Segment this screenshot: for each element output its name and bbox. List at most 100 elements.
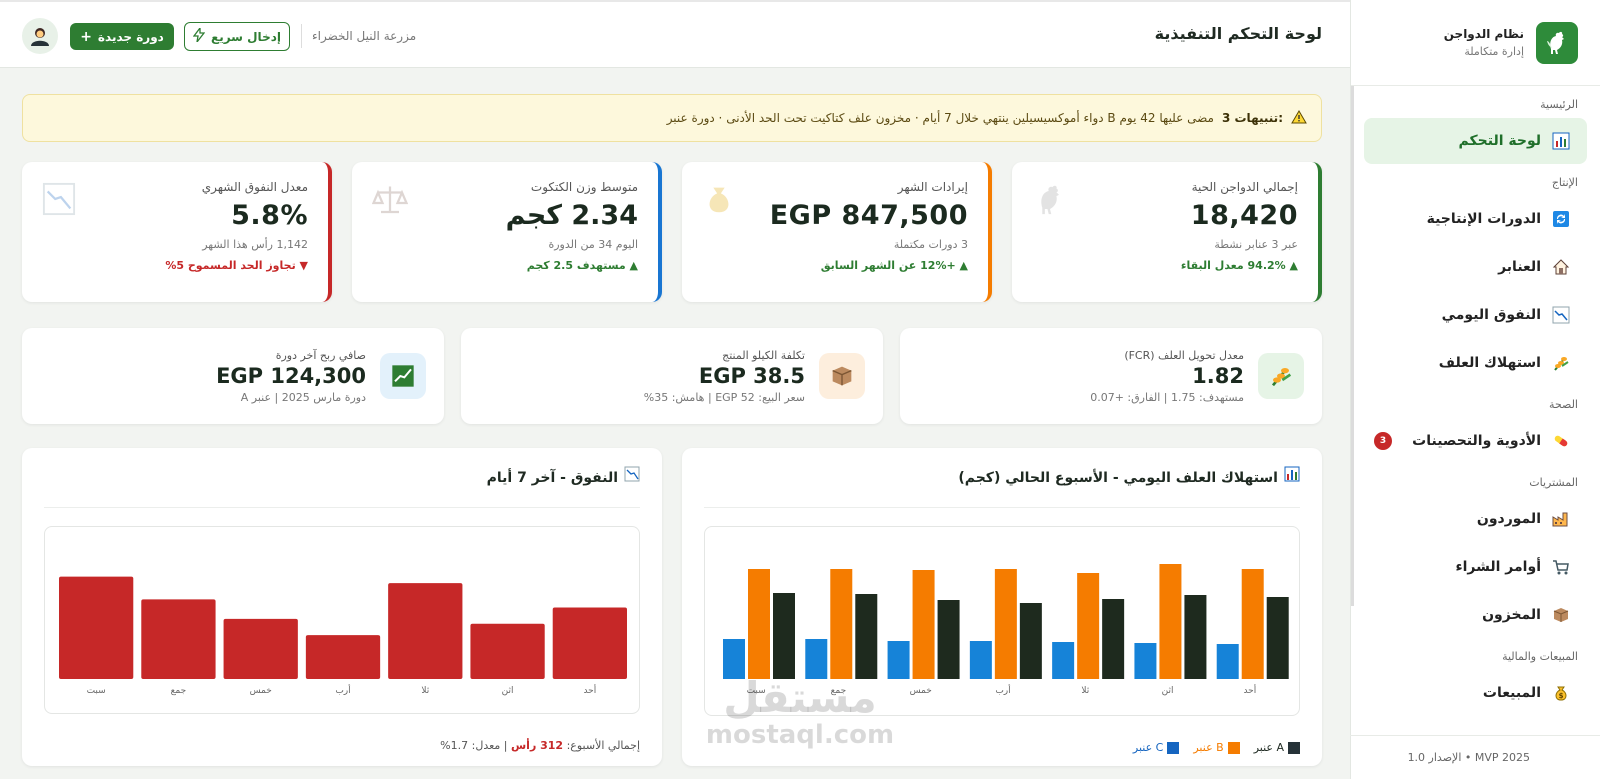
- feed-bar-عنبر C: [1052, 642, 1075, 679]
- cart-icon: [1551, 557, 1571, 577]
- stat-trend: ▼ تجاوز الحد المسموح 5%: [165, 259, 308, 272]
- mortality-x-tick-label: اثن: [502, 686, 514, 696]
- sidebar-item-feed[interactable]: استهلاك العلف: [1364, 340, 1587, 386]
- quick-entry-button[interactable]: إدخال سريع: [184, 22, 290, 51]
- sidebar-item-purchase-orders[interactable]: أوامر الشراء: [1364, 544, 1587, 590]
- stat-card-live-birds: إجمالي الدواجن الحية 18,420 عبر 3 عنابر …: [1012, 162, 1322, 302]
- feed-chart-title: استهلاك العلف اليومي - الأسبوع الحالي (ك…: [958, 469, 1278, 486]
- feed-x-tick-label: خمس: [910, 686, 932, 696]
- sidebar-section-main: الرئيسية: [1540, 98, 1578, 111]
- sidebar-item-barns[interactable]: العنابر: [1364, 244, 1587, 290]
- sidebar-item-inventory[interactable]: المخزون: [1364, 592, 1587, 638]
- page-title: لوحة التحكم التنفيذية: [1154, 24, 1322, 43]
- stat-value: EGP 847,500: [769, 200, 968, 231]
- feed-consumption-chart-card: استهلاك العلف اليومي - الأسبوع الحالي (ك…: [682, 448, 1322, 766]
- summary-total: 312 رأس: [511, 739, 564, 752]
- feed-bar-عنبر A: [937, 600, 960, 679]
- sidebar-item-cycles[interactable]: الدورات الإنتاجية: [1364, 196, 1587, 242]
- sidebar: نظام الدواجن إدارة متكاملة الرئيسية لوحة…: [1350, 0, 1600, 779]
- version-footer: الإصدار 1.0 • MVP 2025: [1350, 735, 1600, 779]
- summary-prefix: إجمالي الأسبوع:: [566, 739, 640, 752]
- notification-badge: 3: [1374, 432, 1392, 450]
- mortality-x-tick-label: أحد: [583, 684, 596, 696]
- watermark: مستقل mostaql.com: [700, 676, 900, 751]
- feed-chart-plot: أحد اثن ثلا أرب خمس جمع سبت: [704, 526, 1300, 716]
- sidebar-item-dashboard[interactable]: لوحة التحكم: [1364, 118, 1587, 164]
- stat-value: 18,420: [1190, 200, 1298, 231]
- legend-label: عنبر A: [1253, 741, 1284, 754]
- topbar: لوحة التحكم التنفيذية + دورة جديدة إدخال…: [0, 0, 1350, 68]
- sidebar-item-label: أوامر الشراء: [1455, 559, 1541, 575]
- stat-trend: ▲ 94.2% معدل البقاء: [1180, 259, 1298, 272]
- sidebar-item-label: النفوق اليومي: [1441, 307, 1541, 323]
- sidebar-item-suppliers[interactable]: الموردون: [1364, 496, 1587, 542]
- sidebar-item-label: استهلاك العلف: [1438, 355, 1541, 371]
- stat-label: معدل النفوق الشهري: [201, 180, 308, 194]
- factory-icon: [1551, 509, 1571, 529]
- stat-trend: ▲ مستهدف 2.5 كجم: [526, 259, 638, 272]
- legend-swatch: [1288, 741, 1300, 754]
- stat-card-mortality-rate: معدل النفوق الشهري 5.8% 1,142 رأس هذا ال…: [22, 162, 332, 302]
- sidebar-item-label: الدورات الإنتاجية: [1426, 211, 1541, 227]
- feed-x-tick-label: اثن: [1162, 686, 1174, 696]
- feed-bar-عنبر C: [887, 641, 910, 679]
- legend-item-barn-b: عنبر B: [1193, 741, 1240, 754]
- bar-chart-icon: [1551, 131, 1571, 151]
- feed-bar-عنبر B: [830, 569, 853, 679]
- sidebar-item-medicines[interactable]: الأدوية والتحصينات 3: [1364, 418, 1587, 464]
- mortality-bar: [552, 607, 627, 679]
- watermark-line2: mostaql.com: [705, 720, 895, 750]
- new-cycle-label: دورة جديدة: [97, 29, 164, 44]
- feed-bar-عنبر C: [1134, 643, 1157, 679]
- metric-sub: مستهدف: 1.75 | الفارق: +0.07: [1090, 390, 1244, 404]
- new-cycle-button[interactable]: + دورة جديدة: [70, 23, 174, 50]
- mortality-chart-svg: أحد اثن ثلا أرب خمس جمع سبت: [59, 576, 627, 696]
- sidebar-item-label: الأدوية والتحصينات: [1412, 433, 1541, 449]
- feed-bar-عنبر B: [912, 570, 935, 679]
- avatar[interactable]: [22, 18, 58, 54]
- sidebar-item-mortality[interactable]: النفوق اليومي: [1364, 292, 1587, 338]
- box-icon: [1551, 605, 1571, 625]
- mortality-chart-title: النفوق - آخر 7 أيام: [486, 469, 618, 486]
- sidebar-item-label: العنابر: [1498, 259, 1541, 275]
- feed-bar-عنبر B: [1077, 573, 1100, 679]
- mortality-bar: [388, 583, 463, 679]
- box-icon: [819, 353, 865, 399]
- feed-bar-عنبر A: [1266, 597, 1289, 679]
- feed-bar-عنبر C: [969, 641, 992, 679]
- mortality-bar: [305, 635, 381, 679]
- feed-bar-عنبر A: [1184, 595, 1207, 679]
- sidebar-item-sales[interactable]: $ المبيعات: [1364, 670, 1587, 716]
- mortality-chart-card: النفوق - آخر 7 أيام أحد اثن ثلا أرب خمس جمع سب…: [22, 448, 662, 766]
- metric-value: EGP 124,300: [216, 363, 366, 388]
- trend-down-icon: [624, 446, 640, 510]
- feed-icon: [1551, 353, 1571, 373]
- sidebar-scrollbar[interactable]: [1351, 86, 1354, 606]
- alerts-banner[interactable]: 3 تنبيهات: دواء أموكسيسيلين ينتهي خلال 7…: [22, 94, 1322, 142]
- sidebar-section-sales: المبيعات والمالية: [1502, 650, 1578, 663]
- house-icon: [1551, 257, 1571, 277]
- chart-up-icon: [380, 353, 426, 399]
- mortality-x-tick-label: جمع: [171, 686, 187, 696]
- feed-bar-عنبر A: [1019, 603, 1042, 679]
- bar-chart-icon: [1284, 446, 1300, 510]
- sidebar-item-label: لوحة التحكم: [1458, 133, 1541, 149]
- feed-bar-عنبر A: [855, 594, 878, 679]
- summary-avg: | معدل: 1.7%: [440, 739, 508, 752]
- feed-bar-عنبر C: [805, 639, 828, 679]
- feed-bar-عنبر B: [1159, 564, 1182, 679]
- metric-sub: سعر البيع: 52 EGP | هامش: 35%: [643, 390, 805, 404]
- feed-bar-عنبر B: [748, 569, 770, 679]
- sidebar-item-label: الموردون: [1476, 511, 1541, 527]
- stat-card-revenue: إيرادات الشهر EGP 847,500 3 دورات مكتملة…: [682, 162, 992, 302]
- feed-bar-عنبر A: [773, 593, 795, 679]
- trend-down-icon: [42, 182, 76, 219]
- alerts-count: 3 تنبيهات:: [1221, 111, 1283, 125]
- cycle-icon: [1551, 209, 1571, 229]
- scale-icon: [371, 182, 409, 221]
- topbar-divider: [301, 24, 302, 48]
- legend-item-barn-c: عنبر C: [1133, 741, 1180, 754]
- mortality-x-tick-label: ثلا: [421, 686, 429, 696]
- sidebar-item-label: المبيعات: [1482, 685, 1541, 701]
- feed-bar-عنبر C: [1216, 644, 1239, 679]
